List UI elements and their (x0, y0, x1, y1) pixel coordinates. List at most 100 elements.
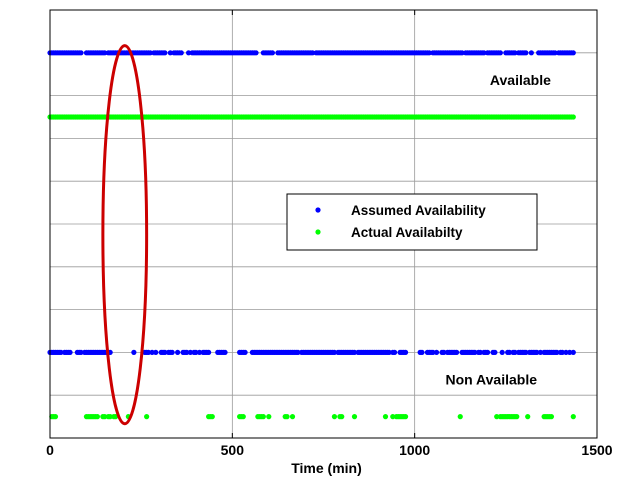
data-point (309, 50, 316, 56)
data-point (472, 349, 478, 355)
data-point (454, 349, 460, 355)
legend-box (286, 193, 538, 251)
data-point (284, 414, 290, 420)
data-point (147, 50, 153, 56)
data-point (351, 414, 358, 420)
data-point (187, 349, 193, 355)
legend-label: Actual Availabilty (351, 225, 463, 240)
data-point (184, 349, 190, 355)
data-point (402, 414, 409, 420)
legend-marker (315, 229, 321, 235)
plot-frame (49, 9, 598, 439)
data-point (552, 50, 558, 56)
data-point (512, 50, 518, 56)
data-point (145, 349, 152, 355)
data-point (222, 349, 228, 355)
data-point (426, 50, 432, 56)
data-point (78, 50, 84, 56)
data-point (339, 414, 345, 420)
highlight-ellipse (101, 44, 149, 426)
x-tick-label: 1500 (581, 442, 612, 458)
data-point (563, 349, 569, 355)
data-point (494, 414, 500, 420)
data-point (523, 349, 529, 355)
data-point (523, 50, 529, 56)
data-point (570, 114, 576, 120)
data-point (419, 349, 425, 355)
data-point (548, 414, 555, 420)
data-point (402, 349, 409, 355)
data-point (499, 349, 505, 355)
legend-label: Assumed Availability (351, 203, 486, 218)
data-point (162, 349, 168, 355)
plot-border (49, 9, 598, 439)
data-point (260, 414, 266, 420)
data-point (386, 349, 392, 355)
data-point (525, 414, 531, 420)
x-axis: 0 500 1000 1500 (46, 10, 613, 458)
data-point (430, 349, 436, 355)
data-point (175, 349, 181, 355)
data-point (167, 50, 173, 56)
data-point (185, 50, 192, 56)
data-point (67, 349, 73, 355)
data-point (240, 414, 246, 420)
data-point (131, 349, 137, 355)
annotation-label: Available (490, 72, 551, 88)
data-point (242, 349, 248, 355)
data-point (102, 414, 108, 420)
data-point (492, 349, 498, 355)
data-point (149, 349, 155, 355)
data-point (570, 414, 576, 420)
legend: Assumed Availability Actual Availabilty (286, 193, 538, 251)
data-point (169, 349, 175, 355)
data-point (289, 414, 296, 420)
data-point (506, 349, 513, 355)
data-point (206, 349, 212, 355)
series-layer (47, 50, 576, 420)
data-point (559, 349, 565, 355)
data-point (144, 414, 150, 420)
data-point (331, 414, 338, 420)
data-point (554, 349, 560, 355)
data-point (102, 50, 108, 56)
data-point (390, 414, 396, 420)
series-assumed (47, 50, 576, 355)
annotations: Available Non Available (445, 72, 551, 388)
data-point (94, 414, 101, 420)
annotation-label: Non Available (445, 372, 537, 388)
data-point (331, 349, 338, 355)
data-point (477, 349, 483, 355)
data-point (497, 50, 503, 56)
data-point (457, 414, 463, 420)
data-point (295, 349, 301, 355)
data-point (459, 50, 465, 56)
data-point (485, 349, 491, 355)
data-point (196, 349, 203, 355)
data-point (382, 414, 389, 420)
data-point (514, 414, 520, 420)
x-tick-label: 0 (46, 442, 54, 458)
highlight-layer (101, 44, 149, 426)
data-point (266, 414, 272, 420)
data-point (52, 414, 59, 420)
data-point (528, 50, 534, 56)
legend-marker (315, 207, 321, 213)
data-point (162, 50, 168, 56)
data-point (441, 349, 447, 355)
data-point (58, 349, 64, 355)
data-point (351, 349, 358, 355)
data-point (481, 50, 487, 56)
x-axis-label: Time (min) (291, 460, 362, 476)
data-point (570, 50, 576, 56)
data-point (107, 414, 113, 420)
data-point (178, 50, 184, 56)
data-point (269, 50, 276, 56)
data-point (392, 349, 398, 355)
series-actual (47, 114, 576, 420)
data-point (433, 349, 440, 355)
data-point (567, 349, 573, 355)
data-point (78, 349, 84, 355)
data-point (537, 349, 544, 355)
